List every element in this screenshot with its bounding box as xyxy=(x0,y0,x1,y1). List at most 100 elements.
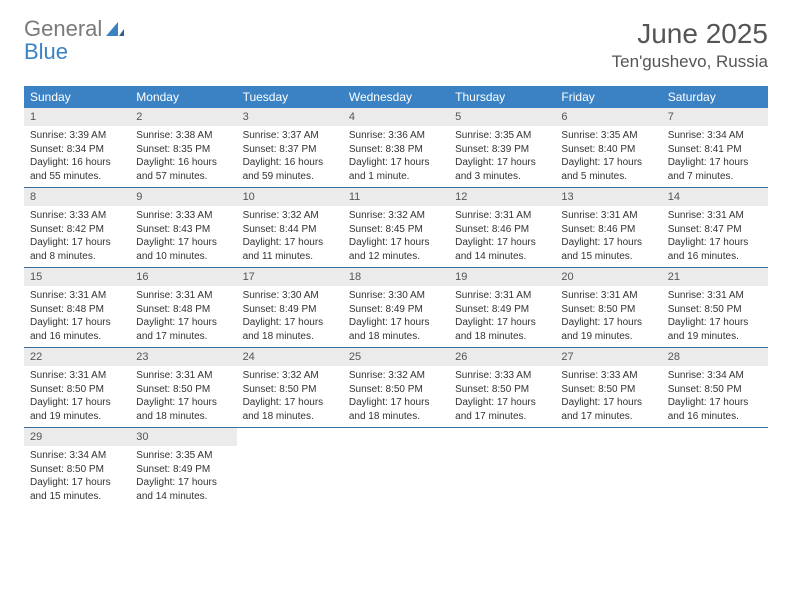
day-cell: 19Sunrise: 3:31 AMSunset: 8:49 PMDayligh… xyxy=(449,268,555,347)
day-header-tuesday: Tuesday xyxy=(237,86,343,108)
sunrise-line: Sunrise: 3:34 AM xyxy=(668,129,762,143)
sunrise-line: Sunrise: 3:37 AM xyxy=(243,129,337,143)
sunset-line: Sunset: 8:46 PM xyxy=(455,223,549,237)
day-number: 9 xyxy=(130,188,236,206)
sunset-line: Sunset: 8:50 PM xyxy=(349,383,443,397)
sunrise-line: Sunrise: 3:34 AM xyxy=(30,449,124,463)
sunset-line: Sunset: 8:40 PM xyxy=(561,143,655,157)
sunrise-line: Sunrise: 3:31 AM xyxy=(561,209,655,223)
day-body: Sunrise: 3:39 AMSunset: 8:34 PMDaylight:… xyxy=(24,126,130,187)
sunrise-line: Sunrise: 3:30 AM xyxy=(349,289,443,303)
sunrise-line: Sunrise: 3:36 AM xyxy=(349,129,443,143)
day-header-thursday: Thursday xyxy=(449,86,555,108)
sunrise-line: Sunrise: 3:32 AM xyxy=(349,369,443,383)
day-cell: 16Sunrise: 3:31 AMSunset: 8:48 PMDayligh… xyxy=(130,268,236,347)
sunset-line: Sunset: 8:48 PM xyxy=(136,303,230,317)
day-cell: 2Sunrise: 3:38 AMSunset: 8:35 PMDaylight… xyxy=(130,108,236,187)
day-cell: 21Sunrise: 3:31 AMSunset: 8:50 PMDayligh… xyxy=(662,268,768,347)
daylight-line: Daylight: 17 hours and 16 minutes. xyxy=(668,236,762,263)
day-cell: 5Sunrise: 3:35 AMSunset: 8:39 PMDaylight… xyxy=(449,108,555,187)
day-body: Sunrise: 3:35 AMSunset: 8:40 PMDaylight:… xyxy=(555,126,661,187)
sunrise-line: Sunrise: 3:31 AM xyxy=(668,289,762,303)
daylight-line: Daylight: 17 hours and 7 minutes. xyxy=(668,156,762,183)
daylight-line: Daylight: 17 hours and 16 minutes. xyxy=(30,316,124,343)
day-body: Sunrise: 3:31 AMSunset: 8:50 PMDaylight:… xyxy=(662,286,768,347)
sunset-line: Sunset: 8:42 PM xyxy=(30,223,124,237)
day-body: Sunrise: 3:31 AMSunset: 8:48 PMDaylight:… xyxy=(24,286,130,347)
sunset-line: Sunset: 8:50 PM xyxy=(30,383,124,397)
title-block: June 2025 Ten'gushevo, Russia xyxy=(612,18,768,72)
day-cell: 26Sunrise: 3:33 AMSunset: 8:50 PMDayligh… xyxy=(449,348,555,427)
day-header-monday: Monday xyxy=(130,86,236,108)
day-number: 26 xyxy=(449,348,555,366)
day-number: 11 xyxy=(343,188,449,206)
daylight-line: Daylight: 17 hours and 11 minutes. xyxy=(243,236,337,263)
daylight-line: Daylight: 17 hours and 18 minutes. xyxy=(136,396,230,423)
day-body: Sunrise: 3:32 AMSunset: 8:50 PMDaylight:… xyxy=(237,366,343,427)
daylight-line: Daylight: 17 hours and 8 minutes. xyxy=(30,236,124,263)
daylight-line: Daylight: 17 hours and 15 minutes. xyxy=(561,236,655,263)
day-cell xyxy=(449,428,555,507)
sunset-line: Sunset: 8:45 PM xyxy=(349,223,443,237)
day-cell: 10Sunrise: 3:32 AMSunset: 8:44 PMDayligh… xyxy=(237,188,343,267)
day-body: Sunrise: 3:37 AMSunset: 8:37 PMDaylight:… xyxy=(237,126,343,187)
day-body: Sunrise: 3:30 AMSunset: 8:49 PMDaylight:… xyxy=(343,286,449,347)
day-body: Sunrise: 3:34 AMSunset: 8:50 PMDaylight:… xyxy=(24,446,130,507)
day-number: 5 xyxy=(449,108,555,126)
day-number: 1 xyxy=(24,108,130,126)
daylight-line: Daylight: 17 hours and 19 minutes. xyxy=(561,316,655,343)
day-number: 3 xyxy=(237,108,343,126)
day-header-friday: Friday xyxy=(555,86,661,108)
sunset-line: Sunset: 8:49 PM xyxy=(243,303,337,317)
sunrise-line: Sunrise: 3:30 AM xyxy=(243,289,337,303)
sunset-line: Sunset: 8:50 PM xyxy=(30,463,124,477)
day-number: 28 xyxy=(662,348,768,366)
day-number: 16 xyxy=(130,268,236,286)
day-header-wednesday: Wednesday xyxy=(343,86,449,108)
day-cell: 9Sunrise: 3:33 AMSunset: 8:43 PMDaylight… xyxy=(130,188,236,267)
day-body: Sunrise: 3:38 AMSunset: 8:35 PMDaylight:… xyxy=(130,126,236,187)
week-row: 15Sunrise: 3:31 AMSunset: 8:48 PMDayligh… xyxy=(24,268,768,348)
day-cell: 17Sunrise: 3:30 AMSunset: 8:49 PMDayligh… xyxy=(237,268,343,347)
day-header-sunday: Sunday xyxy=(24,86,130,108)
sunrise-line: Sunrise: 3:33 AM xyxy=(30,209,124,223)
daylight-line: Daylight: 16 hours and 59 minutes. xyxy=(243,156,337,183)
daylight-line: Daylight: 17 hours and 19 minutes. xyxy=(668,316,762,343)
day-number: 4 xyxy=(343,108,449,126)
day-cell: 15Sunrise: 3:31 AMSunset: 8:48 PMDayligh… xyxy=(24,268,130,347)
daylight-line: Daylight: 17 hours and 12 minutes. xyxy=(349,236,443,263)
sunrise-line: Sunrise: 3:33 AM xyxy=(455,369,549,383)
day-number: 7 xyxy=(662,108,768,126)
daylight-line: Daylight: 17 hours and 16 minutes. xyxy=(668,396,762,423)
sunrise-line: Sunrise: 3:31 AM xyxy=(136,289,230,303)
day-body: Sunrise: 3:30 AMSunset: 8:49 PMDaylight:… xyxy=(237,286,343,347)
day-number: 29 xyxy=(24,428,130,446)
sunset-line: Sunset: 8:44 PM xyxy=(243,223,337,237)
daylight-line: Daylight: 17 hours and 19 minutes. xyxy=(30,396,124,423)
month-title: June 2025 xyxy=(612,18,768,50)
sunrise-line: Sunrise: 3:31 AM xyxy=(561,289,655,303)
daylight-line: Daylight: 17 hours and 1 minute. xyxy=(349,156,443,183)
daylight-line: Daylight: 16 hours and 57 minutes. xyxy=(136,156,230,183)
daylight-line: Daylight: 17 hours and 18 minutes. xyxy=(455,316,549,343)
day-cell: 18Sunrise: 3:30 AMSunset: 8:49 PMDayligh… xyxy=(343,268,449,347)
logo-part1: General xyxy=(24,16,102,41)
day-header-row: SundayMondayTuesdayWednesdayThursdayFrid… xyxy=(24,86,768,108)
day-body: Sunrise: 3:31 AMSunset: 8:49 PMDaylight:… xyxy=(449,286,555,347)
day-body: Sunrise: 3:32 AMSunset: 8:44 PMDaylight:… xyxy=(237,206,343,267)
day-cell: 22Sunrise: 3:31 AMSunset: 8:50 PMDayligh… xyxy=(24,348,130,427)
day-cell: 3Sunrise: 3:37 AMSunset: 8:37 PMDaylight… xyxy=(237,108,343,187)
sunset-line: Sunset: 8:34 PM xyxy=(30,143,124,157)
sunrise-line: Sunrise: 3:31 AM xyxy=(136,369,230,383)
day-cell: 13Sunrise: 3:31 AMSunset: 8:46 PMDayligh… xyxy=(555,188,661,267)
sunrise-line: Sunrise: 3:31 AM xyxy=(455,209,549,223)
sunrise-line: Sunrise: 3:33 AM xyxy=(561,369,655,383)
day-number: 8 xyxy=(24,188,130,206)
logo-sail-icon xyxy=(106,23,124,40)
location: Ten'gushevo, Russia xyxy=(612,52,768,72)
day-body: Sunrise: 3:35 AMSunset: 8:49 PMDaylight:… xyxy=(130,446,236,507)
sunset-line: Sunset: 8:49 PM xyxy=(349,303,443,317)
day-number: 25 xyxy=(343,348,449,366)
day-cell xyxy=(662,428,768,507)
logo: General Blue xyxy=(24,18,124,64)
